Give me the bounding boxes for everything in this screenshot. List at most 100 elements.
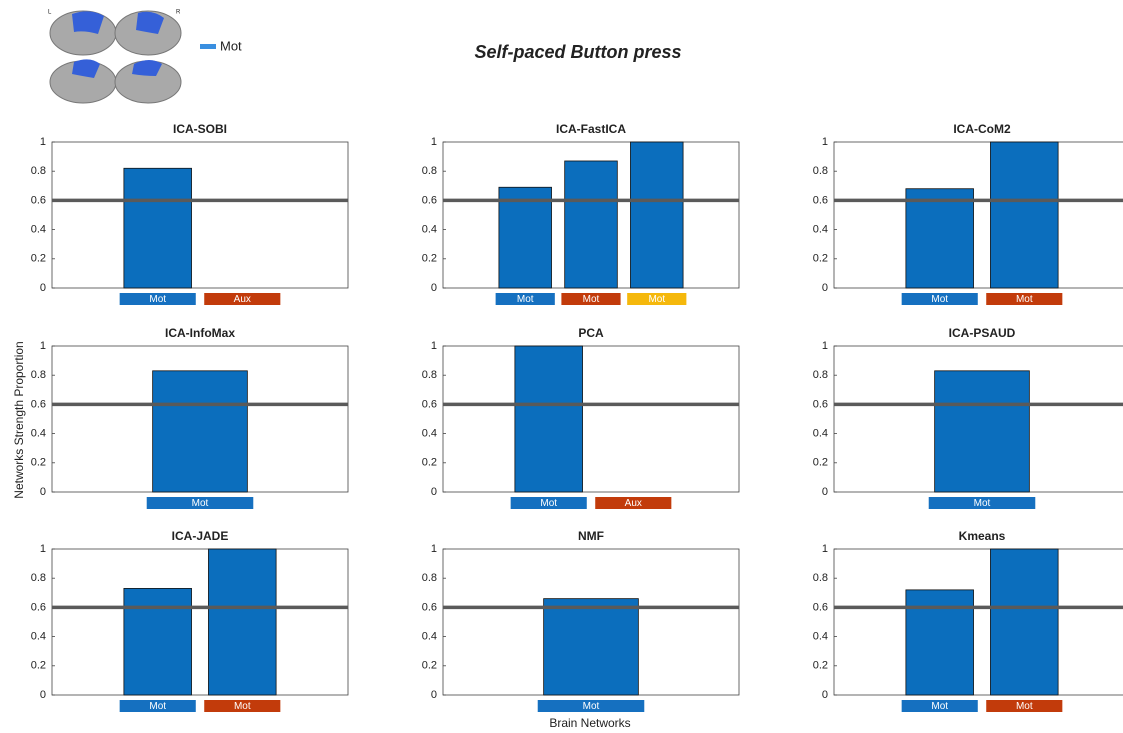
- y-tick-label: 0.6: [813, 398, 828, 410]
- bar: [123, 167, 192, 289]
- y-tick-label: 0.4: [813, 428, 828, 440]
- y-tick-label: 0.4: [813, 224, 828, 236]
- bar: [630, 141, 684, 289]
- category-badge: [537, 700, 645, 712]
- x-tick-label: Mot: [583, 701, 600, 712]
- bar: [934, 370, 1030, 493]
- x-tick-label: Mot: [583, 294, 600, 305]
- bar: [905, 589, 974, 696]
- y-tick-label: 0.2: [813, 660, 828, 672]
- axes-box: [51, 141, 349, 289]
- y-tick-label: 0.6: [813, 194, 828, 206]
- x-tick-label: Mot: [648, 294, 665, 305]
- subplot-title: ICA-SOBI: [173, 122, 227, 136]
- y-tick-label: 0.2: [422, 457, 437, 469]
- y-tick-label: 0.8: [31, 572, 46, 584]
- y-tick-label: 0: [822, 282, 828, 294]
- y-tick-label: 0.6: [31, 601, 46, 613]
- bar: [990, 141, 1059, 289]
- category-badge: [901, 700, 978, 712]
- y-tick-label: 0.8: [422, 165, 437, 177]
- y-tick-label: 1: [431, 543, 437, 555]
- y-tick-label: 1: [822, 136, 828, 148]
- subplot-title: NMF: [578, 529, 604, 543]
- y-tick-label: 0.2: [31, 457, 46, 469]
- y-tick-label: 0.2: [422, 660, 437, 672]
- y-tick-label: 0.8: [813, 572, 828, 584]
- legend-swatch: [200, 44, 216, 49]
- bar: [514, 345, 583, 493]
- axes-box: [833, 141, 1123, 289]
- y-tick-label: 1: [822, 340, 828, 352]
- y-tick-label: 0.8: [31, 369, 46, 381]
- y-tick-label: 0.4: [422, 224, 437, 236]
- y-tick-label: 1: [40, 543, 46, 555]
- figure-title: Self-paced Button press: [474, 42, 681, 62]
- y-tick-label: 1: [431, 340, 437, 352]
- axes-box: [51, 548, 349, 696]
- x-tick-label: Mot: [931, 701, 948, 712]
- category-badge: [495, 293, 555, 305]
- category-badge: [986, 293, 1063, 305]
- y-tick-label: 1: [40, 340, 46, 352]
- y-tick-label: 0.4: [422, 428, 437, 440]
- category-badge: [204, 700, 281, 712]
- y-tick-label: 0.4: [813, 631, 828, 643]
- category-badge: [119, 700, 196, 712]
- y-tick-label: 1: [40, 136, 46, 148]
- y-axis-label: Networks Strength Proportion: [12, 341, 26, 498]
- subplot-title: ICA-PSAUD: [949, 326, 1016, 340]
- x-tick-label: Mot: [149, 701, 166, 712]
- y-tick-label: 0: [431, 689, 437, 701]
- y-tick-label: 0.8: [422, 572, 437, 584]
- subplot-title: PCA: [578, 326, 604, 340]
- y-tick-label: 0.8: [813, 165, 828, 177]
- y-tick-label: 0: [822, 486, 828, 498]
- category-badge: [595, 497, 672, 509]
- y-tick-label: 0: [431, 282, 437, 294]
- y-tick-label: 0.4: [31, 224, 46, 236]
- category-badge: [928, 497, 1036, 509]
- y-tick-label: 1: [822, 543, 828, 555]
- subplot-title: ICA-JADE: [172, 529, 229, 543]
- y-tick-label: 0.4: [31, 631, 46, 643]
- x-tick-label: Mot: [931, 294, 948, 305]
- y-tick-label: 0.8: [813, 369, 828, 381]
- legend-label: Mot: [220, 38, 242, 53]
- category-badge: [627, 293, 687, 305]
- brain-side-label: L: [48, 10, 52, 16]
- y-tick-label: 0: [431, 486, 437, 498]
- bar: [905, 188, 974, 289]
- y-tick-label: 0.6: [813, 601, 828, 613]
- y-tick-label: 0.6: [31, 194, 46, 206]
- y-tick-label: 0.2: [813, 457, 828, 469]
- category-badge: [901, 293, 978, 305]
- brain-thumbnail: [49, 10, 182, 104]
- y-tick-label: 0.6: [422, 398, 437, 410]
- category-badge: [561, 293, 621, 305]
- x-tick-label: Mot: [192, 498, 209, 509]
- y-tick-label: 0.4: [31, 428, 46, 440]
- bar: [564, 160, 618, 289]
- y-tick-label: 0: [40, 689, 46, 701]
- y-tick-label: 1: [431, 136, 437, 148]
- subplot-title: ICA-CoM2: [953, 122, 1011, 136]
- x-tick-label: Aux: [625, 498, 642, 509]
- category-badge: [119, 293, 196, 305]
- x-tick-label: Mot: [1016, 701, 1033, 712]
- x-tick-label: Mot: [517, 294, 534, 305]
- y-tick-label: 0.2: [422, 253, 437, 265]
- x-tick-label: Aux: [234, 294, 251, 305]
- subplot-title: Kmeans: [959, 529, 1006, 543]
- y-tick-label: 0: [822, 689, 828, 701]
- y-tick-label: 0.6: [31, 398, 46, 410]
- category-badge: [146, 497, 254, 509]
- axes-box: [442, 345, 740, 493]
- y-tick-label: 0: [40, 486, 46, 498]
- y-tick-label: 0.8: [31, 165, 46, 177]
- bar: [543, 598, 639, 696]
- subplot-title: ICA-FastICA: [556, 122, 626, 136]
- bar: [152, 370, 248, 493]
- brain-side-label: R: [176, 10, 181, 16]
